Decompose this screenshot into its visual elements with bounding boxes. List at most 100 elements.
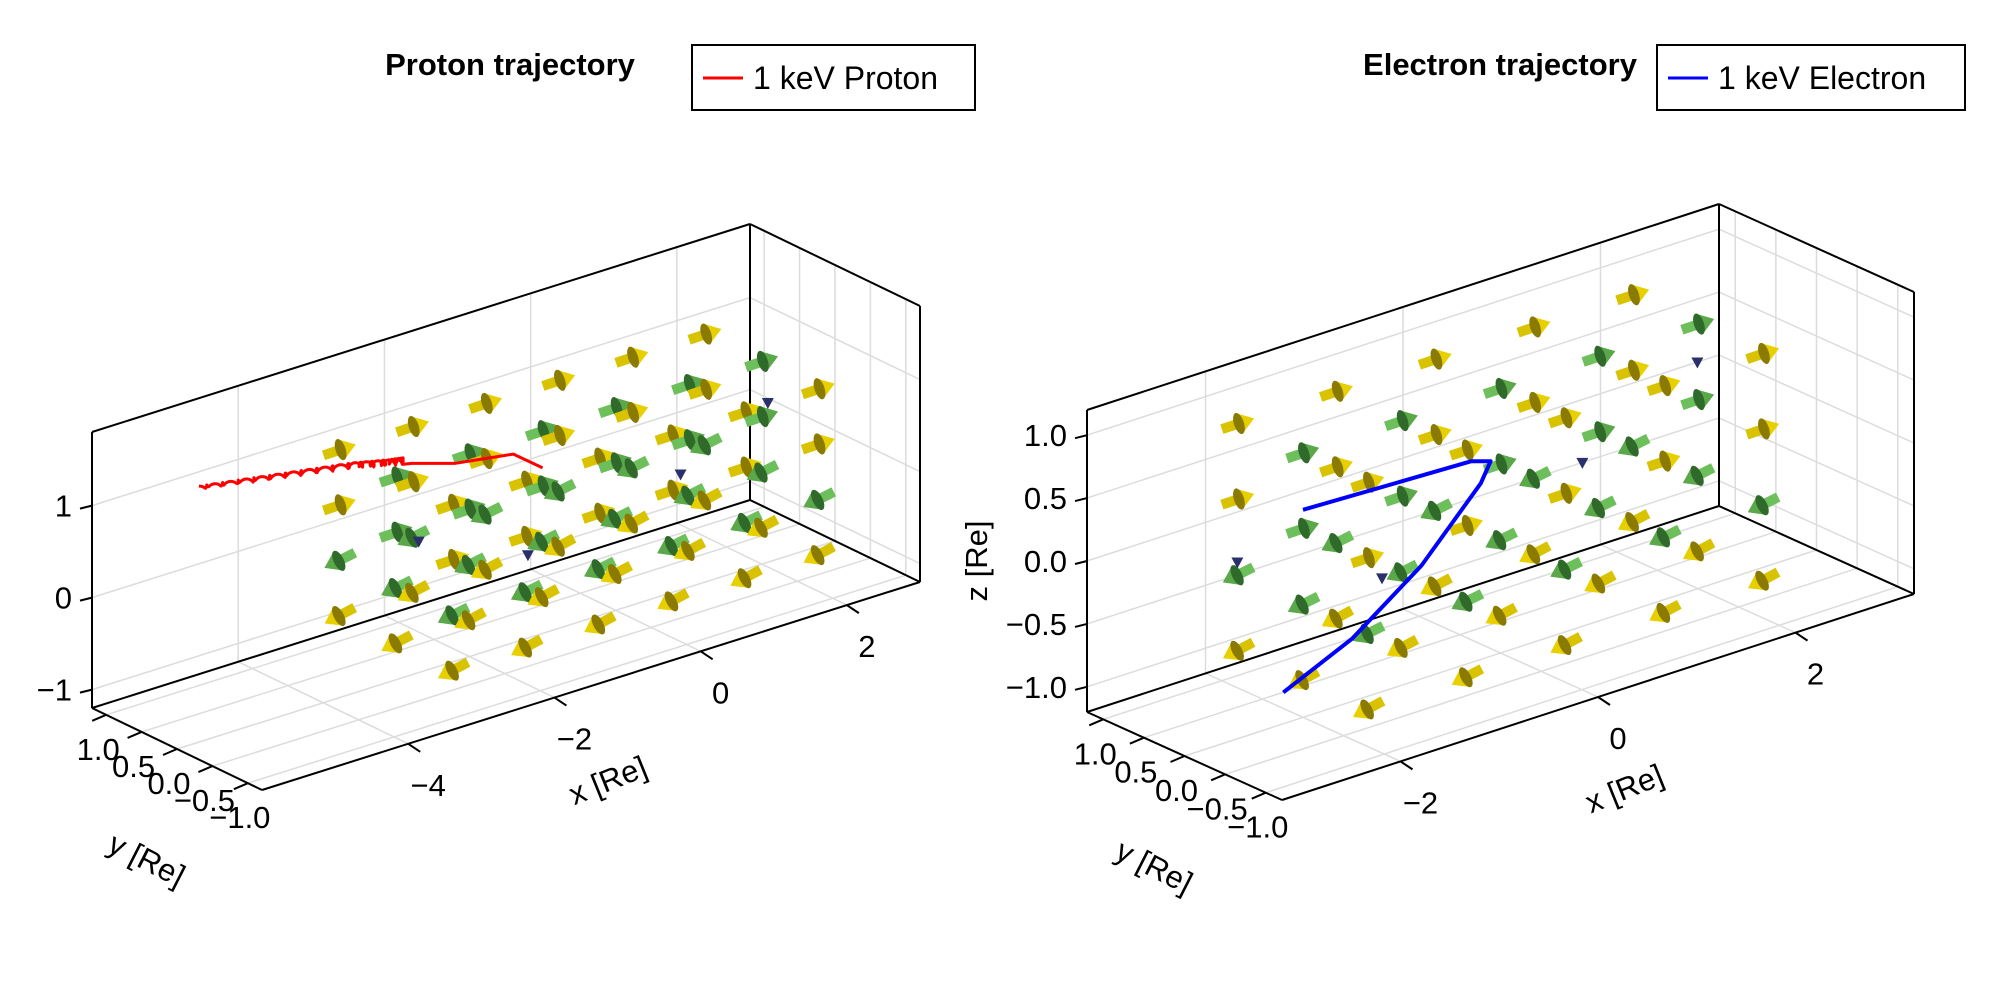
x-axis-label: x [Re] <box>564 749 652 812</box>
field-arrow <box>1618 509 1651 532</box>
electron-trajectory-line <box>1282 459 1493 694</box>
arrow-base <box>1461 439 1474 461</box>
x-tick-label: 2 <box>1807 657 1824 692</box>
field-arrow <box>1519 466 1552 489</box>
electron-legend: 1 keV Electron <box>1656 44 1966 111</box>
field-arrow <box>1581 345 1616 367</box>
arrow-base <box>1594 421 1607 443</box>
field-arrow <box>1386 559 1420 583</box>
y-tick-label: −1.0 <box>1227 810 1288 845</box>
arrow-base <box>667 479 680 501</box>
arrow-base <box>445 660 459 681</box>
field-arrow <box>614 401 649 423</box>
field-arrow <box>1353 696 1386 720</box>
field-arrow <box>581 502 616 524</box>
y-tick <box>198 765 213 774</box>
arrow-base <box>1529 391 1542 413</box>
gridline-y-floor <box>1184 549 1817 757</box>
arrow-base <box>594 502 607 524</box>
field-arrow <box>470 556 504 580</box>
null-point-marker <box>1231 557 1244 569</box>
field-arrow <box>687 323 722 345</box>
z-tick-label: 0 <box>55 581 72 616</box>
x-tick <box>553 696 567 707</box>
field-arrow <box>397 580 431 603</box>
arrow-base <box>445 605 459 626</box>
z-tick-label: −0.5 <box>1006 607 1067 642</box>
field-arrow <box>1417 348 1452 370</box>
field-arrow <box>1683 538 1716 562</box>
field-arrow <box>1319 380 1353 402</box>
gridline-z-side <box>1718 354 1915 444</box>
arrow-base <box>1755 570 1769 591</box>
field-arrow <box>673 538 707 561</box>
arrow-base <box>737 568 752 589</box>
z-tick <box>79 504 93 510</box>
proton-axes: −1 0 1 −4 −2 0 2 1.00.50.0−0.5−1.0 x [Re] y [Re] <box>37 223 921 894</box>
arrow-base <box>1758 342 1770 364</box>
arrow-base <box>535 531 549 552</box>
arrow-base <box>478 559 492 580</box>
arrow-base <box>1659 375 1672 397</box>
arrow-base <box>407 471 420 493</box>
arrow-base <box>1526 544 1541 565</box>
field-arrow <box>435 493 470 515</box>
x-tick <box>846 604 860 614</box>
field-arrow <box>508 525 543 547</box>
arrow-base <box>478 504 492 525</box>
field-arrow <box>527 584 560 608</box>
arrow-base <box>391 521 404 543</box>
field-arrow <box>1516 391 1551 413</box>
field-arrow <box>1285 442 1320 464</box>
proton-legend-label: 1 keV Proton <box>753 60 938 96</box>
y-tick-label: 0.5 <box>1114 755 1157 790</box>
arrow-base <box>681 485 695 506</box>
y-tick-label: −0.5 <box>1187 791 1248 826</box>
null-point-marker <box>521 550 534 562</box>
field-arrow <box>324 603 358 626</box>
arrow-base <box>407 415 420 438</box>
field-arrow <box>454 607 487 631</box>
arrow-base <box>1331 380 1344 402</box>
field-arrow <box>381 575 414 599</box>
y-tick <box>1210 773 1226 782</box>
field-arrow <box>1547 482 1582 504</box>
field-arrow <box>600 506 634 529</box>
field-arrow <box>803 542 836 566</box>
gridline-z-side <box>1718 291 1915 381</box>
x-tick-label: 0 <box>712 675 729 710</box>
z-tick-label: 1.0 <box>1024 418 1067 453</box>
arrow-base <box>1394 562 1408 583</box>
z-tick-label: 1 <box>55 489 72 524</box>
gridline-y-floor <box>105 506 765 716</box>
field-arrow <box>657 533 690 557</box>
arrow-base <box>1693 389 1705 411</box>
arrow-base <box>1233 488 1245 510</box>
field-arrow <box>543 478 577 502</box>
field-arrow <box>1220 412 1255 435</box>
z-tick <box>1074 560 1088 565</box>
arrow-base <box>1298 442 1310 464</box>
null-point-marker <box>412 536 425 548</box>
z-tick-label: −1.0 <box>1006 670 1067 705</box>
arrow-base <box>1430 424 1443 446</box>
field-arrow <box>1287 592 1321 615</box>
y-tick <box>1129 736 1145 745</box>
field-arrow <box>584 611 617 635</box>
arrow-base <box>813 378 826 400</box>
arrow-base <box>1461 514 1474 537</box>
field-arrow <box>511 634 544 658</box>
z-axis-label: z [Re] <box>959 521 994 602</box>
y-axis-label: y [Re] <box>103 826 191 894</box>
y-tick-label: 0.0 <box>147 766 190 801</box>
field-arrow <box>1646 375 1681 397</box>
gridline-y-floor <box>247 574 907 784</box>
arrow-base <box>811 489 825 510</box>
arrow-base <box>554 424 566 447</box>
arrow-base <box>1690 541 1704 562</box>
arrow-base <box>1329 608 1343 629</box>
field-arrow <box>1646 450 1681 472</box>
z-tick <box>1074 622 1088 628</box>
back-top-edge <box>91 223 751 433</box>
x-tick <box>1794 631 1809 642</box>
